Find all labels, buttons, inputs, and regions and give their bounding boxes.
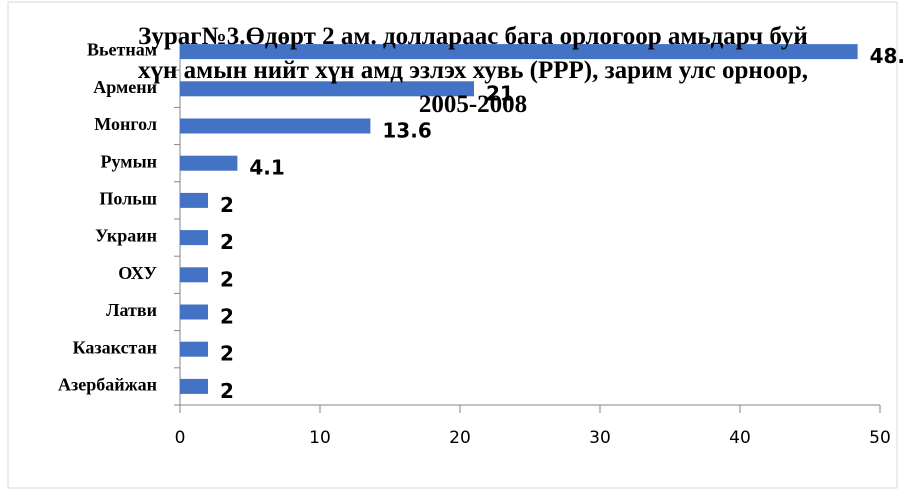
y-tick-label: Вьетнам [87, 40, 157, 60]
data-label: 2 [220, 342, 234, 366]
chart-frame [7, 1, 898, 489]
y-tick-label: Монгол [94, 114, 157, 134]
y-tick-label: Румын [101, 151, 157, 171]
data-label: 2 [220, 193, 234, 217]
x-tick-label: 50 [869, 428, 891, 448]
data-label: 2 [220, 230, 234, 254]
bar [180, 118, 371, 134]
data-label: 4.1 [249, 156, 284, 180]
bar [180, 304, 208, 320]
x-tick-label: 40 [729, 428, 751, 448]
y-tick-label: Азербайжан [58, 375, 157, 395]
bar [180, 155, 238, 171]
bar [180, 44, 858, 60]
y-tick-label: Армени [93, 77, 157, 97]
bar [180, 341, 208, 357]
y-tick-label: Украин [95, 226, 157, 246]
y-tick-label: Польш [99, 189, 157, 209]
bar [180, 81, 474, 97]
bar [180, 378, 208, 394]
data-label: 48.4 [870, 44, 903, 68]
data-label: 21 [486, 81, 514, 105]
bar [180, 267, 208, 283]
data-label: 2 [220, 379, 234, 403]
x-tick-label: 0 [175, 428, 186, 448]
bar [180, 192, 208, 208]
x-tick-label: 20 [449, 428, 471, 448]
x-tick-label: 30 [589, 428, 611, 448]
chart-title: Зураг№3.Өдөрт 2 ам. доллараас бага орлог… [138, 23, 808, 118]
y-tick-label: ОХУ [118, 263, 157, 283]
y-tick-label: Латви [106, 300, 157, 320]
x-tick-label: 10 [309, 428, 331, 448]
data-label: 13.6 [382, 119, 431, 143]
data-label: 2 [220, 267, 234, 291]
y-tick-label: Казакстан [73, 337, 157, 357]
bar [180, 230, 208, 246]
data-label: 2 [220, 305, 234, 329]
